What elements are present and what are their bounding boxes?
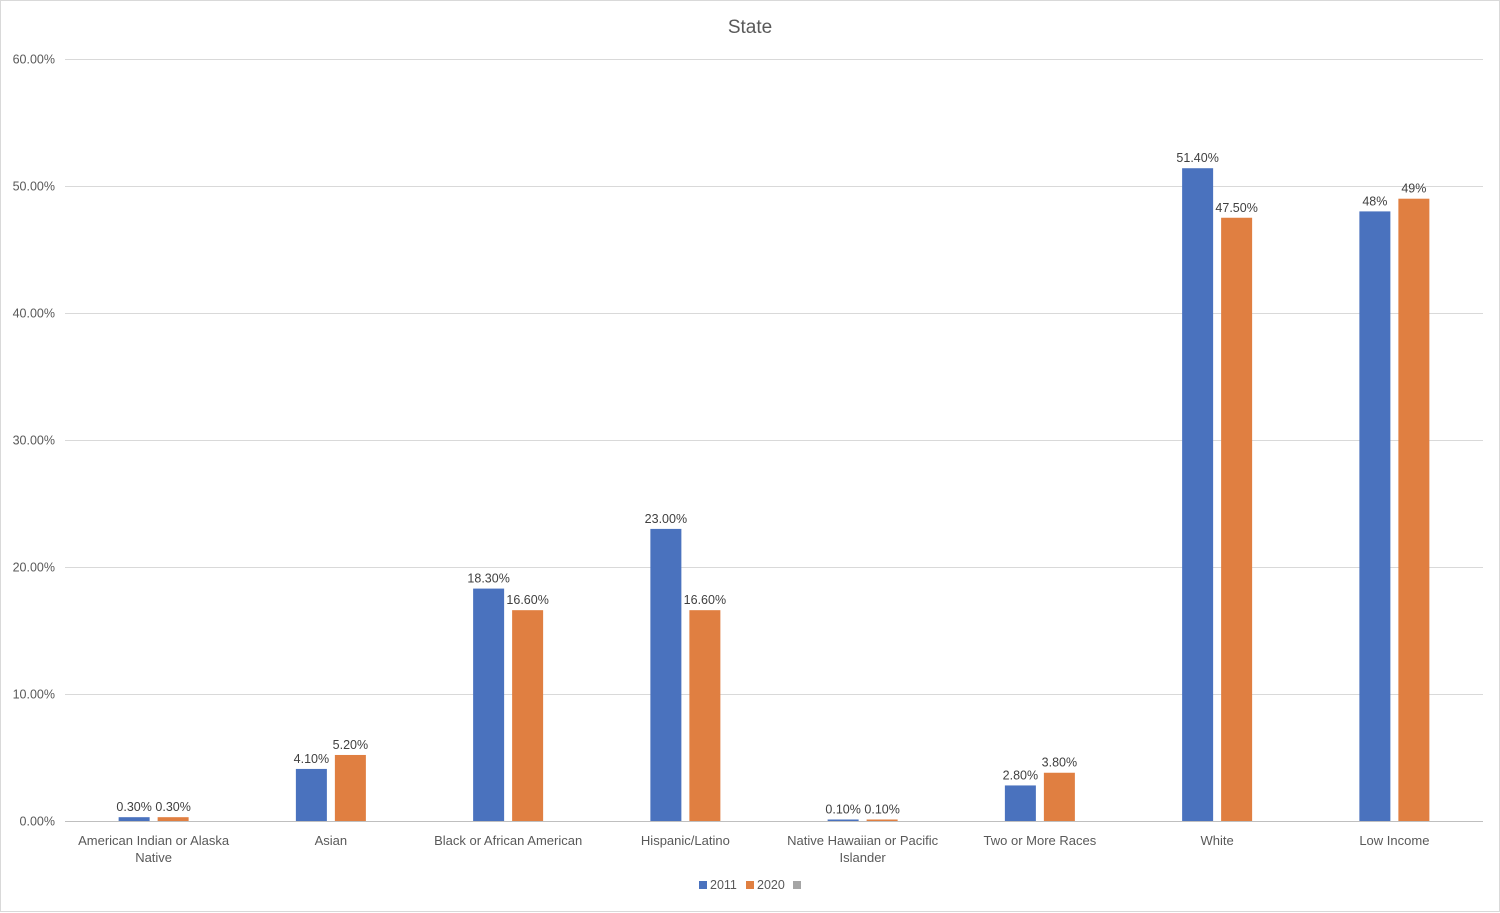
bar-2011	[1004, 785, 1036, 821]
y-tick-label: 40.00%	[13, 307, 55, 321]
y-tick-label: 30.00%	[13, 434, 55, 448]
bar-2020	[689, 610, 721, 821]
y-axis-ticks: 0.00% 10.00% 20.00% 30.00% 40.00% 50.00% 60.00…	[13, 53, 55, 829]
bar-2011	[295, 768, 327, 821]
data-labels: 0.30% 0.30% 4.10% 5.20% 18.30% 16.60% 23.00% 16…	[116, 151, 1426, 816]
data-label: 16.60%	[506, 593, 548, 607]
y-tick-label: 0.00%	[20, 815, 55, 829]
data-label: 0.30%	[155, 800, 190, 814]
bar-2020	[1221, 217, 1253, 821]
bar-2011	[1182, 168, 1214, 822]
bar-2020	[1043, 772, 1075, 821]
legend-swatch	[793, 881, 801, 889]
data-label: 5.20%	[333, 738, 368, 752]
data-label: 0.10%	[825, 803, 860, 817]
category-label: Two or More Races	[984, 833, 1097, 848]
category-label: Native Hawaiian or Pacific Islander	[787, 833, 939, 865]
data-label: 51.40%	[1176, 151, 1218, 165]
category-label: Hispanic/Latino	[641, 833, 730, 848]
y-tick-label: 50.00%	[13, 180, 55, 194]
category-label: Asian	[315, 833, 348, 848]
legend-label: 2011	[710, 878, 737, 892]
legend-swatch	[746, 881, 754, 889]
data-label: 3.80%	[1042, 756, 1077, 770]
bar-2020	[334, 754, 366, 821]
gridlines	[65, 59, 1483, 695]
data-label: 16.60%	[684, 593, 726, 607]
legend-swatch	[699, 881, 707, 889]
data-label: 0.10%	[864, 803, 899, 817]
bars	[118, 168, 1430, 822]
bar-2020	[157, 817, 189, 821]
data-label: 0.30%	[116, 800, 151, 814]
bar-2020	[512, 610, 544, 821]
category-label: American Indian or Alaska Native	[78, 833, 230, 865]
chart-title: State	[728, 17, 772, 38]
legend: 2011 2020	[699, 878, 801, 892]
category-label: White	[1201, 833, 1234, 848]
bar-2020	[866, 819, 898, 821]
data-label: 2.80%	[1003, 768, 1038, 782]
x-axis-categories: American Indian or Alaska Native Asian Blac…	[78, 833, 1429, 865]
data-label: 47.50%	[1215, 201, 1257, 215]
y-tick-label: 10.00%	[13, 688, 55, 702]
bar-2011	[827, 819, 859, 821]
data-label: 23.00%	[645, 512, 687, 526]
data-label: 4.10%	[294, 752, 329, 766]
bar-2020	[1398, 198, 1430, 821]
y-tick-label: 20.00%	[13, 561, 55, 575]
bar-2011	[650, 528, 682, 821]
category-label: Black or African American	[434, 833, 582, 848]
y-tick-label: 60.00%	[13, 53, 55, 67]
bar-2011	[118, 817, 150, 821]
data-label: 48%	[1362, 194, 1387, 208]
data-label: 18.30%	[467, 572, 509, 586]
category-label: Low Income	[1359, 833, 1429, 848]
bar-2011	[473, 588, 505, 821]
legend-label: 2020	[757, 878, 785, 892]
bar-2011	[1359, 211, 1391, 821]
data-label: 49%	[1401, 182, 1426, 196]
